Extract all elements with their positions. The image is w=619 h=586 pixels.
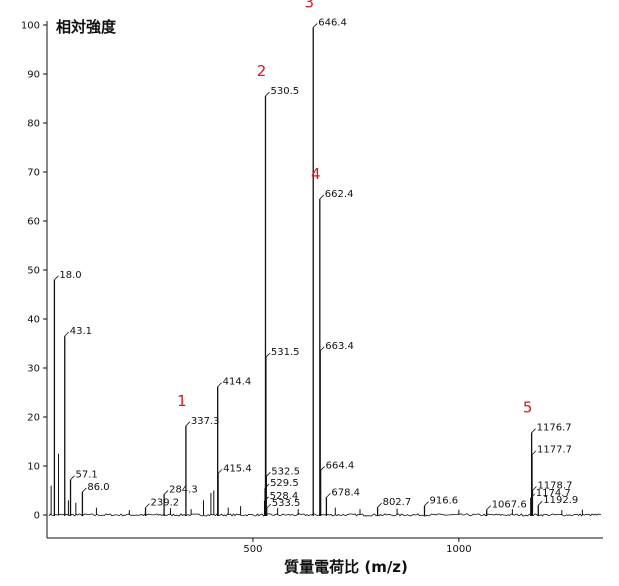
peak-leader bbox=[217, 469, 223, 474]
peak-leader bbox=[217, 382, 222, 387]
peak-leader bbox=[70, 475, 75, 481]
peak-label: 284.3 bbox=[169, 484, 198, 495]
x-tick-label: 500 bbox=[243, 544, 262, 555]
peak-label: 1176.7 bbox=[537, 423, 572, 434]
peak-leader bbox=[424, 501, 429, 506]
peak-leader bbox=[312, 23, 318, 28]
peak-label: 415.4 bbox=[223, 463, 252, 474]
peak-annotation: 4 bbox=[311, 165, 321, 183]
peak-label: 532.5 bbox=[271, 466, 300, 477]
peak-label: 533.5 bbox=[272, 498, 301, 509]
peak-label: 86.0 bbox=[87, 482, 109, 493]
peak-label: 239.2 bbox=[151, 498, 180, 509]
peak-label: 43.1 bbox=[70, 326, 92, 337]
peak-label: 531.5 bbox=[271, 347, 300, 358]
peak-leader bbox=[538, 500, 543, 506]
peak-label: 916.6 bbox=[430, 496, 459, 507]
y-tick-label: 30 bbox=[27, 364, 40, 375]
peak-annotation: 3 bbox=[304, 0, 314, 11]
y-tick-label: 0 bbox=[34, 511, 40, 522]
baseline-noise bbox=[48, 513, 602, 517]
peak-leader bbox=[265, 91, 270, 97]
peak-leader bbox=[64, 331, 70, 337]
x-axis-label: 質量電荷比 (m/z) bbox=[284, 558, 408, 576]
peak-leader bbox=[163, 490, 169, 495]
y-tick-label: 60 bbox=[27, 217, 40, 228]
peak-leader bbox=[377, 502, 382, 508]
peak-label: 414.4 bbox=[223, 377, 252, 388]
peak-leader bbox=[319, 194, 325, 200]
peak-leader bbox=[326, 493, 331, 498]
y-tick-label: 40 bbox=[27, 315, 40, 326]
peak-leader bbox=[185, 421, 191, 427]
peak-label: 662.4 bbox=[325, 189, 354, 200]
peak-label: 528.4 bbox=[270, 491, 299, 502]
peak-label: 1177.7 bbox=[537, 445, 572, 456]
peak-leader bbox=[265, 352, 271, 358]
peak-leader bbox=[266, 503, 272, 509]
x-tick-label: 1000 bbox=[446, 544, 471, 555]
y-tick-label: 10 bbox=[27, 462, 40, 473]
peak-annotation: 5 bbox=[523, 399, 533, 417]
peak-label: 1067.6 bbox=[492, 500, 527, 511]
peak-label: 57.1 bbox=[76, 470, 98, 481]
peak-leader bbox=[82, 487, 87, 493]
peak-leader bbox=[54, 275, 59, 281]
y-axis-label: 相対強度 bbox=[56, 18, 117, 36]
peak-leader bbox=[486, 505, 491, 510]
peak-leader bbox=[532, 486, 537, 491]
peak-leader bbox=[319, 346, 325, 352]
peak-leader bbox=[266, 472, 271, 477]
peak-label: 678.4 bbox=[331, 487, 360, 498]
peak-label: 1178.7 bbox=[537, 481, 572, 492]
peak-label: 663.4 bbox=[325, 341, 354, 352]
peak-label: 664.4 bbox=[326, 460, 355, 471]
peak-label: 802.7 bbox=[383, 497, 412, 508]
peak-annotation: 2 bbox=[257, 62, 267, 80]
peak-leader bbox=[145, 503, 150, 508]
peak-leader bbox=[531, 450, 537, 456]
y-tick-label: 70 bbox=[27, 168, 40, 179]
y-tick-label: 50 bbox=[27, 266, 40, 277]
peak-label: 646.4 bbox=[318, 17, 347, 28]
peak-label: 530.5 bbox=[270, 86, 299, 97]
y-tick-label: 100 bbox=[21, 21, 40, 32]
peak-label: 18.0 bbox=[59, 270, 81, 281]
peak-annotation: 1 bbox=[177, 392, 187, 410]
y-tick-label: 20 bbox=[27, 413, 40, 424]
peak-label: 337.3 bbox=[191, 416, 220, 427]
peak-label: 1192.9 bbox=[543, 495, 578, 506]
y-tick-label: 80 bbox=[27, 119, 40, 130]
y-tick-label: 90 bbox=[27, 70, 40, 81]
peak-label: 529.5 bbox=[270, 478, 299, 489]
peak-leader bbox=[531, 428, 536, 433]
peak-leader bbox=[320, 466, 325, 471]
peak-label: 1174.7 bbox=[536, 488, 571, 499]
